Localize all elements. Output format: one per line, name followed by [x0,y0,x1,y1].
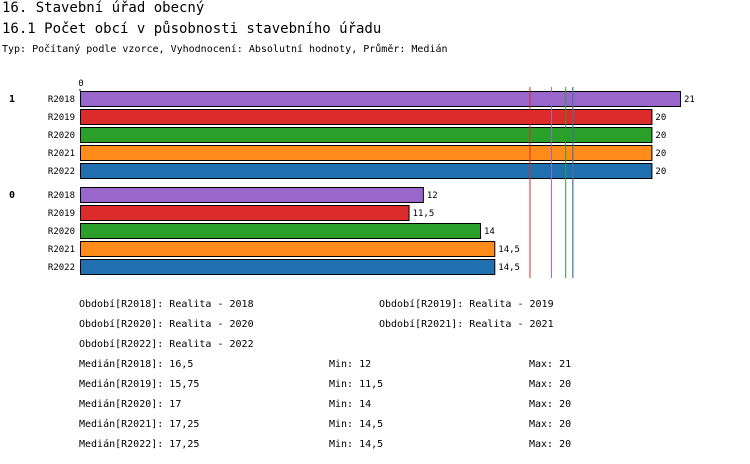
category-label-1-r2019: R2019 [48,113,75,123]
category-label-1-r2020: R2020 [48,131,75,141]
stat-min-r2022: Min: 14,5 [329,439,384,450]
value-label-1-r2020: 20 [655,131,666,141]
stat-median-r2020: Medián[R2020]: 17 [79,399,182,410]
stat-min-r2018: Min: 12 [329,359,372,370]
legend-period-r2020: Období[R2020]: Realita - 2020 [79,319,254,330]
bar-0-r2019 [80,205,410,221]
bar-1-r2018 [80,91,681,107]
bar-0-r2018 [80,187,424,203]
stat-min-r2020: Min: 14 [329,399,372,410]
stat-min-r2019: Min: 11,5 [329,379,384,390]
stat-min-r2021: Min: 14,5 [329,419,384,430]
category-label-0-r2019: R2019 [48,209,75,219]
category-label-0-r2018: R2018 [48,191,75,201]
value-label-0-r2020: 14 [484,227,495,237]
bar-0-r2021 [80,241,496,257]
bar-0-r2020 [80,223,481,239]
stat-max-r2018: Max: 21 [529,359,572,370]
stat-max-r2020: Max: 20 [529,399,572,410]
group-label-1: 1 [9,94,15,105]
value-label-0-r2019: 11,5 [413,209,435,219]
group-label-0: 0 [9,190,15,201]
value-label-0-r2018: 12 [427,191,438,201]
value-label-1-r2021: 20 [655,149,666,159]
bar-1-r2021 [80,145,653,161]
value-label-1-r2018: 21 [684,95,695,105]
stat-max-r2019: Max: 20 [529,379,572,390]
chart-subtitle: Typ: Počítaný podle vzorce, Vyhodnocení:… [2,44,448,55]
stat-median-r2022: Medián[R2022]: 17,25 [79,439,200,450]
bar-1-r2022 [80,163,653,179]
legend-period-r2018: Období[R2018]: Realita - 2018 [79,299,254,310]
legend-period-r2022: Období[R2022]: Realita - 2022 [79,339,254,350]
stat-max-r2021: Max: 20 [529,419,572,430]
category-label-1-r2018: R2018 [48,95,75,105]
legend-period-r2019: Období[R2019]: Realita - 2019 [379,299,554,310]
section-title: 16. Stavební úřad obecný [2,0,205,16]
category-label-0-r2021: R2021 [48,245,75,255]
value-label-1-r2022: 20 [655,167,666,177]
value-label-0-r2022: 14,5 [498,263,520,273]
bar-1-r2019 [80,109,653,125]
stat-median-r2018: Medián[R2018]: 16,5 [79,359,194,370]
category-label-1-r2021: R2021 [48,149,75,159]
stat-median-r2019: Medián[R2019]: 15,75 [79,379,200,390]
chart-title: 16.1 Počet obcí v působnosti stavebního … [2,21,382,37]
value-label-1-r2019: 20 [655,113,666,123]
legend-period-r2021: Období[R2021]: Realita - 2021 [379,319,554,330]
axis-zero-label: 0 [78,79,83,89]
bar-0-r2022 [80,259,496,275]
category-label-1-r2022: R2022 [48,167,75,177]
stat-max-r2022: Max: 20 [529,439,572,450]
category-label-0-r2022: R2022 [48,263,75,273]
value-label-0-r2021: 14,5 [498,245,520,255]
bar-1-r2020 [80,127,653,143]
category-label-0-r2020: R2020 [48,227,75,237]
stat-median-r2021: Medián[R2021]: 17,25 [79,419,200,430]
